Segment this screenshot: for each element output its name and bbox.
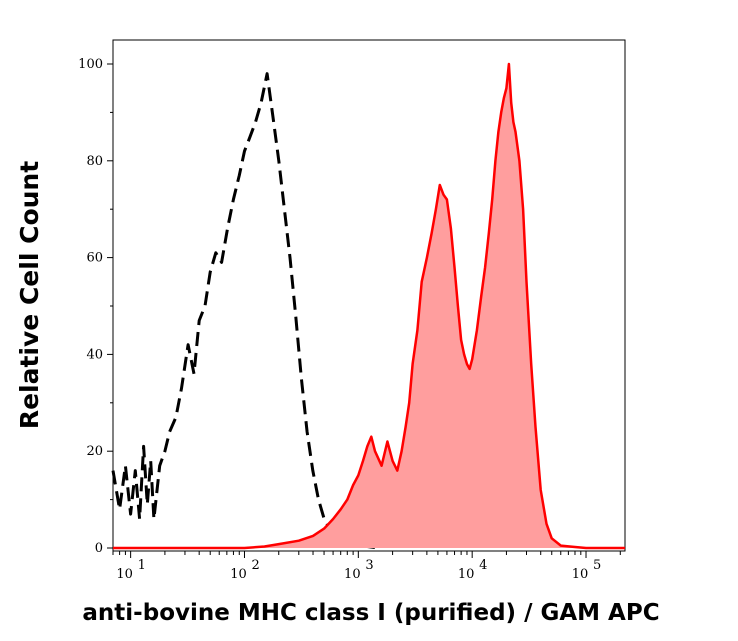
x-tick-label: 10 5 <box>572 558 602 582</box>
x-tick-exponent: 2 <box>251 558 259 573</box>
x-tick-label: 10 4 <box>458 558 488 582</box>
x-tick-base: 10 <box>458 567 475 582</box>
x-tick-label: 10 3 <box>344 558 374 582</box>
series-1-area <box>113 64 625 548</box>
series-1-line <box>113 62 625 550</box>
x-tick-base: 10 <box>344 567 361 582</box>
plot-frame <box>112 39 626 552</box>
y-tick-label: 80 <box>86 154 103 169</box>
x-axis-ticks: 10 1 10 2 10 3 10 4 10 5 <box>112 551 621 582</box>
x-tick-label: 10 1 <box>116 558 146 582</box>
y-tick-label: 100 <box>78 57 103 72</box>
y-axis-ticks: 0 20 40 60 80 100 <box>78 57 113 556</box>
x-axis-title: anti-bovine MHC class I (purified) / GAM… <box>82 600 659 626</box>
series-0-line <box>111 72 379 550</box>
x-tick-exponent: 4 <box>479 558 487 573</box>
y-tick-label: 20 <box>86 444 103 459</box>
x-tick-label: 10 2 <box>230 558 260 582</box>
x-tick-base: 10 <box>572 567 589 582</box>
series-layer <box>111 62 625 550</box>
x-tick-base: 10 <box>116 567 133 582</box>
x-tick-exponent: 5 <box>593 558 601 573</box>
x-tick-exponent: 3 <box>365 558 373 573</box>
y-axis-title: Relative Cell Count <box>15 161 44 429</box>
y-tick-label: 40 <box>86 347 103 362</box>
x-tick-base: 10 <box>230 567 247 582</box>
x-tick-exponent: 1 <box>138 558 146 573</box>
y-tick-label: 60 <box>86 251 103 266</box>
y-tick-label: 0 <box>95 541 103 556</box>
